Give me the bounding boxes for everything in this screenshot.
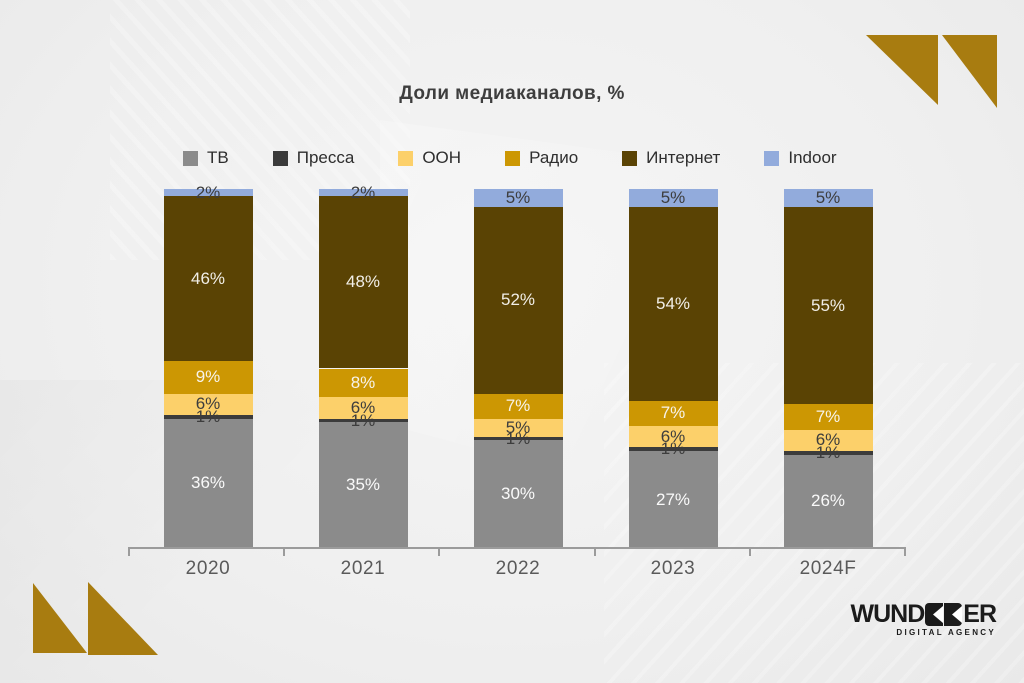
legend-item-radio: Радио — [505, 148, 578, 168]
x-axis-tick — [904, 547, 906, 556]
x-axis-tick — [748, 547, 751, 556]
bar-segment-pressa-2021 — [318, 418, 408, 423]
logo-subtitle: DIGITAL AGENCY — [896, 628, 996, 637]
chart-legend: ТВ Пресса OOH Радио Интернет Indoor — [183, 148, 837, 168]
legend-swatch-tv — [183, 150, 198, 166]
legend-item-indoor: Indoor — [764, 148, 837, 168]
x-axis-tick — [283, 547, 286, 556]
legend-label-tv: ТВ — [207, 148, 229, 167]
bar-segment-tv-2022 — [473, 440, 563, 548]
axis-label-2022: 2022 — [495, 558, 541, 579]
bar-segment-radio-2024F — [783, 404, 873, 430]
logo-text-left: WUND — [850, 600, 926, 628]
bar-segment-internet-2023 — [628, 206, 718, 401]
bar-segment-indoor-2020 — [163, 189, 253, 197]
legend-item-internet: Интернет — [622, 148, 720, 168]
bar-segment-pressa-2023 — [628, 447, 718, 452]
bar-segment-indoor-2021 — [318, 189, 408, 197]
bar-segment-internet-2020 — [163, 196, 253, 362]
axis-label-2020: 2020 — [185, 558, 231, 579]
bar-segment-ooh-2024F — [783, 429, 873, 452]
bar-segment-pressa-2024F — [783, 451, 873, 455]
bar-segment-indoor-2023 — [628, 189, 718, 207]
x-axis-tick — [438, 547, 441, 556]
logo-arrow-block-icon — [944, 602, 963, 626]
bar-segment-ooh-2020 — [163, 393, 253, 416]
bar-segment-radio-2021 — [318, 368, 408, 398]
legend-label-indoor: Indoor — [788, 148, 837, 167]
legend-label-radio: Радио — [529, 148, 579, 167]
legend-item-ooh: OOH — [398, 148, 461, 168]
x-axis-line — [129, 547, 905, 549]
x-axis-tick — [593, 547, 596, 556]
legend-swatch-pressa — [272, 150, 288, 166]
axis-label-2021: 2021 — [340, 558, 386, 579]
bar-segment-internet-2024F — [783, 206, 873, 405]
legend-swatch-ooh — [398, 150, 414, 166]
legend-label-ooh: OOH — [422, 148, 462, 167]
bar-segment-radio-2023 — [628, 400, 718, 426]
bar-segment-ooh-2022 — [473, 418, 563, 437]
axis-label-2024F: 2024F — [799, 558, 857, 579]
bar-segment-tv-2023 — [628, 451, 718, 548]
x-axis-tick — [128, 547, 130, 556]
bar-segment-tv-2024F — [783, 454, 873, 548]
legend-item-tv: ТВ — [183, 148, 229, 168]
bar-segment-indoor-2022 — [473, 189, 563, 207]
legend-label-internet: Интернет — [646, 148, 721, 167]
legend-swatch-internet — [622, 150, 638, 166]
bar-segment-tv-2021 — [318, 422, 408, 548]
legend-label-pressa: Пресса — [296, 148, 355, 167]
bar-segment-indoor-2024F — [783, 189, 873, 207]
bar-segment-pressa-2020 — [163, 415, 253, 419]
bar-segment-internet-2021 — [318, 196, 408, 369]
chart-title: Доли медиаканалов, % — [399, 83, 625, 104]
legend-swatch-indoor — [764, 150, 780, 166]
logo-text-right: ER — [963, 600, 997, 628]
bar-segment-ooh-2023 — [628, 425, 718, 448]
legend-item-pressa: Пресса — [272, 148, 355, 168]
legend-swatch-radio — [505, 150, 521, 166]
axis-label-2023: 2023 — [650, 558, 696, 579]
bar-segment-ooh-2021 — [318, 397, 408, 419]
logo-arrow-block-icon — [925, 602, 944, 626]
logo-wordmark: WUND ER — [850, 600, 997, 628]
wunder-logo: WUND ER DIGITAL AGENCY — [850, 600, 997, 637]
bar-segment-pressa-2022 — [473, 436, 563, 441]
bar-segment-tv-2020 — [163, 418, 253, 548]
bar-segment-radio-2020 — [163, 361, 253, 394]
bar-segment-radio-2022 — [473, 393, 563, 419]
bar-segment-internet-2022 — [473, 206, 563, 394]
